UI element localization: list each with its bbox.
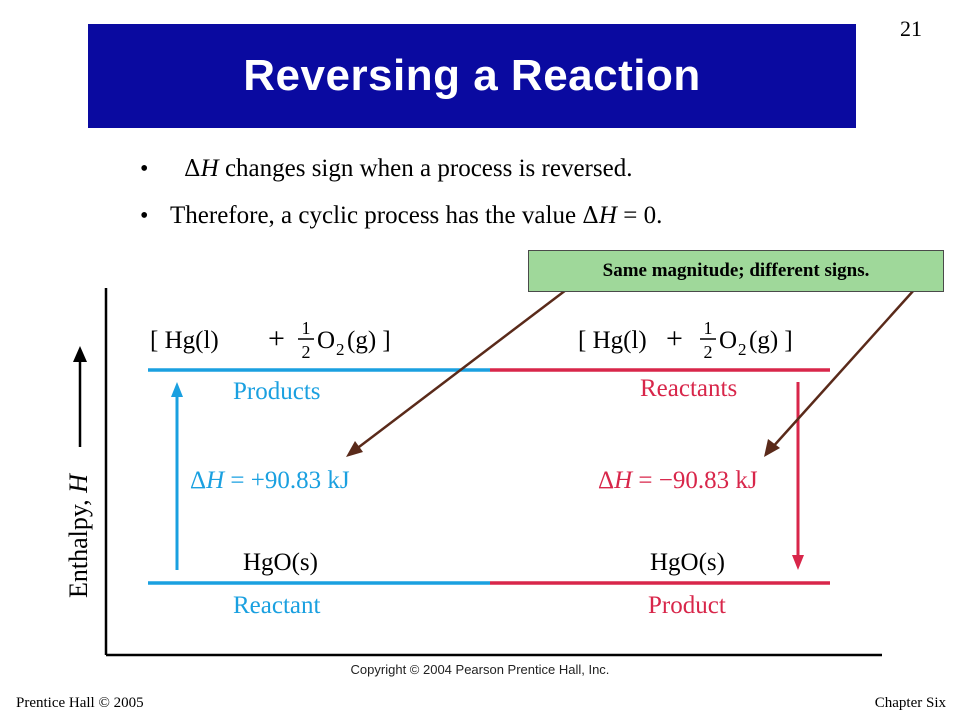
svg-text:O: O — [719, 327, 737, 354]
svg-text:2: 2 — [738, 340, 747, 359]
footer-publisher: Prentice Hall © 2005 — [16, 695, 144, 711]
products-label: Products — [233, 378, 321, 405]
right-bottom-formula: HgO(s) — [650, 549, 725, 576]
copyright-notice: Copyright © 2004 Pearson Prentice Hall, … — [350, 662, 610, 677]
right-top-formula: [ Hg(l) + 1 2 O 2 (g) ] — [578, 318, 793, 362]
callout-arrow-left — [354, 289, 567, 451]
reverse-delta-h: ΔH = −90.83 kJ — [598, 467, 758, 494]
slide-title: Reversing a Reaction — [243, 51, 701, 100]
svg-text:[ Hg(l): [ Hg(l) — [150, 327, 219, 354]
svg-text:2: 2 — [302, 342, 311, 362]
svg-text:2: 2 — [336, 340, 345, 359]
bullet-2: • Therefore, a cyclic process has the va… — [140, 202, 662, 230]
left-bottom-formula: HgO(s) — [243, 549, 318, 576]
svg-text:2: 2 — [704, 342, 713, 362]
left-top-formula: [ Hg(l) + 1 2 O 2 (g) ] — [150, 318, 391, 362]
callout-arrow-right-head — [764, 439, 780, 457]
reverse-arrow-head — [792, 555, 804, 570]
callout-box: Same magnitude; different signs. — [528, 250, 944, 292]
product-label: Product — [648, 592, 726, 619]
svg-text:O: O — [317, 327, 335, 354]
svg-text:+: + — [268, 322, 285, 355]
svg-text:(g) ]: (g) ] — [347, 327, 391, 354]
forward-delta-h: ΔH = +90.83 kJ — [190, 467, 350, 494]
slide-number: 21 — [900, 16, 922, 41]
reactants-label: Reactants — [640, 375, 737, 402]
forward-arrow-head — [171, 382, 183, 397]
svg-text:+: + — [666, 322, 683, 355]
svg-text:(g) ]: (g) ] — [749, 327, 793, 354]
bullet-dot: • — [140, 203, 149, 229]
bullet-1: • ΔH changes sign when a process is reve… — [140, 155, 632, 183]
bullet-dot: • — [140, 156, 149, 182]
enthalpy-arrow-head — [73, 346, 87, 362]
title-bar: Reversing a Reaction — [88, 24, 856, 128]
svg-text:1: 1 — [302, 318, 311, 338]
svg-text:[ Hg(l): [ Hg(l) — [578, 327, 647, 354]
bullet-2-text: Therefore, a cyclic process has the valu… — [170, 202, 663, 229]
callout-arrow-right — [770, 289, 915, 450]
enthalpy-axis-label: Enthalpy, H — [64, 473, 93, 598]
footer-chapter: Chapter Six — [874, 695, 946, 711]
callout-arrow-left-head — [346, 441, 363, 457]
svg-text:1: 1 — [704, 318, 713, 338]
bullet-1-text: ΔH changes sign when a process is revers… — [184, 155, 633, 182]
reactant-label: Reactant — [233, 592, 321, 619]
